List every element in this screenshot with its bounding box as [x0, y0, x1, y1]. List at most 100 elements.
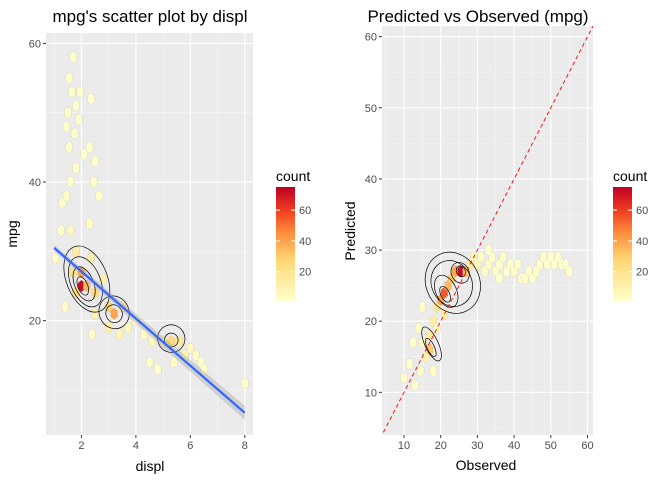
x-tick-label: 8: [242, 440, 248, 452]
hexbin: [57, 224, 65, 237]
density-contour: [63, 245, 111, 313]
hexbin: [154, 362, 162, 376]
hexbin: [65, 141, 73, 154]
left-chart-title: mpg's scatter plot by displ: [52, 7, 247, 26]
density-contour: [157, 324, 186, 353]
left-y-axis-title: mpg: [4, 220, 20, 247]
hexbin: [65, 71, 73, 85]
hexbin: [148, 335, 156, 348]
hexbin: [418, 300, 427, 314]
y-tick-label: 40: [365, 174, 377, 186]
hexbin: [115, 328, 124, 341]
density-contour: [76, 276, 89, 296]
right-x-axis: 10 20 30 40 50 60: [398, 435, 594, 452]
density-contour: [425, 338, 437, 358]
left-legend: count 20 40 60: [276, 168, 311, 301]
density-contour: [105, 304, 123, 323]
legend-tick-label: 60: [299, 205, 311, 217]
left-gridlines: [46, 33, 253, 435]
hexbin: [87, 92, 95, 106]
right-y-axis-title: Predicted: [342, 201, 358, 260]
y-tick-label: 20: [365, 316, 377, 328]
hexbin: [72, 99, 80, 112]
hexbin: [72, 161, 80, 175]
hexbin: [415, 322, 423, 335]
hexbin: [95, 189, 103, 203]
right-gridlines: [382, 26, 593, 435]
hexbin: [62, 189, 71, 203]
hexbin: [88, 328, 96, 341]
hexbin: [200, 362, 208, 376]
right-legend-title: count: [613, 168, 647, 184]
hexbin: [167, 335, 175, 348]
left-legend-title: count: [276, 168, 310, 184]
left-legend-colorbar: [276, 187, 295, 301]
y-tick-label: 60: [365, 32, 377, 44]
right-reference-line: [382, 26, 593, 435]
hexbin: [124, 321, 132, 334]
hexbin: [110, 307, 118, 320]
legend-tick-label: 20: [636, 267, 648, 279]
hexbin: [66, 224, 75, 237]
hexbin: [85, 217, 94, 230]
hexbin: [70, 127, 79, 140]
hexbin: [90, 175, 98, 189]
hexbin: [241, 376, 249, 390]
hexbin: [192, 349, 200, 362]
right-legend: count 20 40 60: [613, 168, 648, 301]
y-tick-label: 60: [29, 38, 41, 50]
right-legend-ticks: 20 40 60: [613, 205, 648, 279]
hexbin: [61, 300, 69, 313]
hexbin: [499, 250, 507, 264]
hexbin: [64, 106, 72, 119]
y-tick-label: 20: [29, 316, 41, 328]
hexbin: [85, 141, 94, 154]
hexbin: [91, 155, 99, 168]
density-contour: [430, 260, 473, 307]
right-y-axis: 10 20 30 40 50 60: [365, 32, 382, 399]
hexbin: [69, 51, 77, 64]
legend-tick-label: 20: [299, 267, 311, 279]
x-tick-label: 50: [545, 440, 557, 452]
density-contour: [424, 251, 481, 314]
density-contour: [98, 295, 130, 330]
x-tick-label: 2: [78, 440, 84, 452]
x-tick-label: 60: [581, 440, 593, 452]
x-tick-label: 20: [435, 440, 447, 452]
right-density-contours: [421, 251, 481, 362]
hexbin: [400, 371, 408, 385]
y-tick-label: 10: [365, 387, 377, 399]
legend-tick-label: 40: [299, 236, 311, 248]
hexbin: [76, 85, 84, 99]
hexbin: [186, 342, 195, 355]
hexbin: [429, 364, 438, 378]
identity-line: [382, 26, 593, 435]
right-chart: Predicted vs Observed (mpg) 10 20 30 40 50 60…: [342, 7, 594, 473]
left-regression: [53, 244, 246, 420]
y-tick-label: 50: [365, 103, 377, 115]
hexbin: [62, 120, 71, 133]
density-contour: [421, 326, 442, 362]
left-legend-ticks: 20 40 60: [276, 205, 311, 279]
density-contour: [439, 285, 451, 303]
hexbin: [170, 356, 178, 369]
hexbin: [75, 113, 83, 126]
hexbin: [484, 243, 493, 257]
density-contour: [68, 256, 103, 308]
x-tick-label: 4: [133, 440, 139, 452]
left-x-axis-title: displ: [136, 458, 165, 474]
y-tick-label: 30: [365, 245, 377, 257]
x-tick-label: 30: [471, 440, 483, 452]
hexbin: [145, 356, 154, 369]
density-contour: [450, 262, 470, 284]
right-chart-title: Predicted vs Observed (mpg): [367, 7, 588, 26]
hexbin: [495, 272, 504, 285]
hexbin: [66, 175, 75, 189]
right-legend-colorbar: [613, 187, 632, 301]
hexbin: [68, 85, 76, 99]
x-tick-label: 40: [508, 440, 520, 452]
x-tick-label: 6: [187, 440, 193, 452]
right-x-axis-title: Observed: [456, 457, 517, 473]
